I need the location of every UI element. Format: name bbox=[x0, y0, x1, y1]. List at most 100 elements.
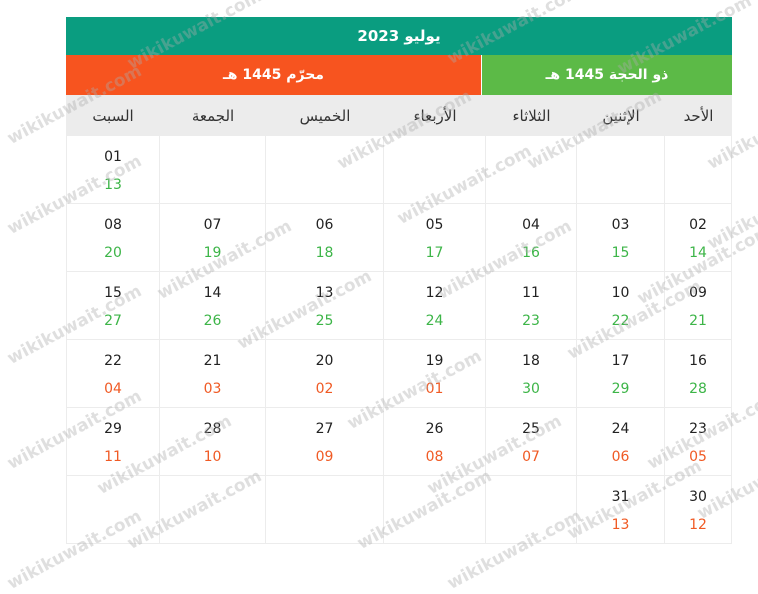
day-cell[interactable]: 06 18 bbox=[266, 204, 384, 272]
calendar-week-row: 22 04 21 03 20 02 19 01 18 30 17 29 16 28 bbox=[66, 340, 732, 408]
gregorian-date: 08 bbox=[104, 217, 122, 233]
day-cell[interactable]: 05 17 bbox=[384, 204, 486, 272]
gregorian-date: 25 bbox=[522, 421, 540, 437]
hijri-month-label: محرّم 1445 هـ bbox=[223, 67, 324, 83]
day-cell[interactable]: 22 04 bbox=[66, 340, 160, 408]
gregorian-date: 24 bbox=[611, 421, 630, 437]
gregorian-date: 09 bbox=[689, 285, 707, 301]
gregorian-date: 02 bbox=[689, 217, 707, 233]
hijri-date: 27 bbox=[104, 313, 122, 329]
weekday-friday: الجمعة bbox=[191, 106, 235, 125]
calendar-week-row: 08 20 07 19 06 18 05 17 04 16 03 15 02 14 bbox=[66, 204, 732, 272]
day-cell[interactable]: 17 29 bbox=[577, 340, 665, 408]
hijri-date: 26 bbox=[203, 313, 222, 329]
day-cell[interactable]: 29 11 bbox=[66, 408, 160, 476]
hijri-date: 15 bbox=[611, 245, 630, 261]
hijri-month-bar: محرّم 1445 هـ ذو الحجة 1445 هـ bbox=[66, 55, 732, 95]
day-cell[interactable]: 19 01 bbox=[384, 340, 486, 408]
gregorian-date: 19 bbox=[425, 353, 444, 369]
gregorian-date: 28 bbox=[203, 421, 222, 437]
hijri-date: 14 bbox=[689, 245, 707, 261]
day-cell[interactable]: 23 05 bbox=[665, 408, 732, 476]
day-cell[interactable]: 13 25 bbox=[266, 272, 384, 340]
day-cell[interactable]: 11 23 bbox=[486, 272, 577, 340]
day-cell[interactable]: 21 03 bbox=[160, 340, 266, 408]
gregorian-date: 22 bbox=[104, 353, 122, 369]
hijri-date: 19 bbox=[203, 245, 222, 261]
day-cell[interactable]: 14 26 bbox=[160, 272, 266, 340]
day-cell[interactable]: 08 20 bbox=[66, 204, 160, 272]
day-cell[interactable]: 27 09 bbox=[266, 408, 384, 476]
gregorian-date: 18 bbox=[522, 353, 540, 369]
gregorian-date: 04 bbox=[522, 217, 540, 233]
weekday-wednesday: الأربعاء bbox=[413, 106, 457, 125]
hijri-date: 16 bbox=[522, 245, 540, 261]
gregorian-date: 31 bbox=[611, 489, 630, 505]
day-cell[interactable]: 26 08 bbox=[384, 408, 486, 476]
weekday-thursday: الخميس bbox=[299, 106, 351, 125]
hijri-month-muharram: محرّم 1445 هـ bbox=[66, 55, 482, 95]
day-cell[interactable]: 16 28 bbox=[665, 340, 732, 408]
hijri-date: 11 bbox=[104, 449, 122, 465]
gregorian-date: 06 bbox=[315, 217, 334, 233]
hijri-date: 18 bbox=[315, 245, 334, 261]
hijri-date: 10 bbox=[203, 449, 222, 465]
gregorian-date: 21 bbox=[203, 353, 222, 369]
hijri-date: 20 bbox=[104, 245, 122, 261]
empty-day-cell bbox=[160, 476, 266, 544]
gregorian-date: 29 bbox=[104, 421, 122, 437]
hijri-date: 13 bbox=[611, 517, 630, 533]
hijri-date: 30 bbox=[522, 381, 540, 397]
weekday-tuesday: الثلاثاء bbox=[512, 106, 551, 125]
weekday-sunday: الأحد bbox=[683, 106, 714, 125]
day-cell[interactable]: 12 24 bbox=[384, 272, 486, 340]
month-title-text: يوليو 2023 bbox=[357, 27, 441, 45]
hijri-date: 22 bbox=[611, 313, 630, 329]
hijri-date: 24 bbox=[425, 313, 444, 329]
hijri-date: 12 bbox=[689, 517, 707, 533]
hijri-date: 23 bbox=[522, 313, 540, 329]
calendar-week-row: 31 13 30 12 bbox=[66, 476, 732, 544]
day-cell[interactable]: 04 16 bbox=[486, 204, 577, 272]
hijri-month-label: ذو الحجة 1445 هـ bbox=[545, 67, 669, 83]
gregorian-date: 01 bbox=[104, 149, 122, 165]
day-cell[interactable]: 30 12 bbox=[665, 476, 732, 544]
gregorian-date: 07 bbox=[203, 217, 222, 233]
hijri-date: 25 bbox=[315, 313, 334, 329]
gregorian-date: 13 bbox=[315, 285, 334, 301]
hijri-date: 29 bbox=[611, 381, 630, 397]
gregorian-date: 20 bbox=[315, 353, 334, 369]
hijri-date: 08 bbox=[425, 449, 444, 465]
day-cell[interactable]: 18 30 bbox=[486, 340, 577, 408]
gregorian-date: 03 bbox=[611, 217, 630, 233]
day-cell[interactable]: 09 21 bbox=[665, 272, 732, 340]
day-cell[interactable]: 20 02 bbox=[266, 340, 384, 408]
month-title: يوليو 2023 bbox=[66, 17, 732, 55]
day-cell[interactable]: 25 07 bbox=[486, 408, 577, 476]
gregorian-date: 05 bbox=[425, 217, 444, 233]
day-cell[interactable]: 07 19 bbox=[160, 204, 266, 272]
hijri-date: 21 bbox=[689, 313, 707, 329]
day-cell[interactable]: 31 13 bbox=[577, 476, 665, 544]
day-cell[interactable]: 15 27 bbox=[66, 272, 160, 340]
day-cell[interactable]: 03 15 bbox=[577, 204, 665, 272]
hijri-date: 04 bbox=[104, 381, 122, 397]
gregorian-date: 30 bbox=[689, 489, 707, 505]
day-cell[interactable]: 24 06 bbox=[577, 408, 665, 476]
calendar-grid: 01 13 08 20 07 19 06 18 05 17 04 16 03 15 02 14 15 27 14 26… bbox=[66, 136, 732, 544]
hijri-date: 03 bbox=[203, 381, 222, 397]
empty-day-cell bbox=[384, 136, 486, 204]
empty-day-cell bbox=[66, 476, 160, 544]
weekday-monday: الإثنين bbox=[602, 106, 640, 125]
day-cell[interactable]: 28 10 bbox=[160, 408, 266, 476]
empty-day-cell bbox=[266, 476, 384, 544]
gregorian-date: 17 bbox=[611, 353, 630, 369]
day-cell[interactable]: 01 13 bbox=[66, 136, 160, 204]
gregorian-date: 26 bbox=[425, 421, 444, 437]
hijri-date: 09 bbox=[315, 449, 334, 465]
hijri-month-dhul-hijjah: ذو الحجة 1445 هـ bbox=[482, 55, 732, 95]
day-cell[interactable]: 10 22 bbox=[577, 272, 665, 340]
gregorian-date: 10 bbox=[611, 285, 630, 301]
day-cell[interactable]: 02 14 bbox=[665, 204, 732, 272]
hijri-date: 07 bbox=[522, 449, 540, 465]
